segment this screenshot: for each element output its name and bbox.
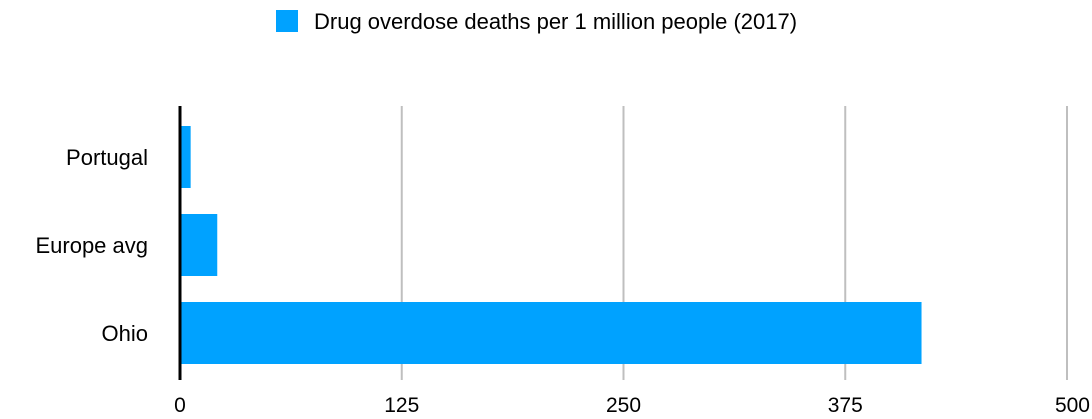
category-label: Ohio <box>102 321 148 346</box>
category-labels: Portugal Europe avg Ohio <box>35 145 148 346</box>
bar-europe-avg <box>181 214 218 276</box>
legend-swatch <box>276 10 298 32</box>
bar-portugal <box>181 126 191 188</box>
x-tick-label: 500 <box>1055 394 1090 417</box>
category-label: Europe avg <box>35 233 148 258</box>
x-tick-label: 250 <box>606 394 641 417</box>
x-tick-labels: 0 125 250 375 500 <box>174 394 1090 417</box>
x-tick-label: 125 <box>384 394 419 417</box>
bar-ohio <box>181 302 922 364</box>
legend-label: Drug overdose deaths per 1 million peopl… <box>314 9 797 34</box>
x-tick-label: 375 <box>828 394 863 417</box>
category-label: Portugal <box>66 145 148 170</box>
legend: Drug overdose deaths per 1 million peopl… <box>276 9 797 34</box>
bars <box>181 126 922 364</box>
x-tick-label: 0 <box>174 394 186 417</box>
